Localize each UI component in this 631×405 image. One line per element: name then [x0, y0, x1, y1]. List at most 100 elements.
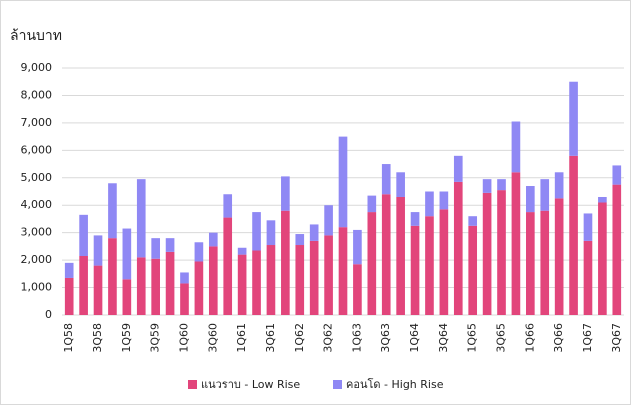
y-tick-label: 4,000 — [21, 198, 53, 211]
bar-segment — [165, 238, 175, 252]
y-tick-label: 2,000 — [21, 253, 53, 266]
bar-segment — [367, 212, 377, 315]
y-tick-label: 9,000 — [21, 61, 53, 74]
bar-segment — [208, 232, 218, 247]
x-tick-label: 1Q65 — [466, 323, 479, 353]
bar-segment — [266, 245, 276, 315]
bar-segment — [381, 164, 391, 195]
bar-segment — [237, 247, 247, 255]
legend-label: แนวราบ - Low Rise — [201, 378, 300, 391]
bar-segment — [122, 279, 132, 315]
x-tick-label: 1Q67 — [581, 323, 594, 353]
bar-segment — [583, 240, 593, 315]
bar-segment — [554, 172, 564, 199]
bar-segment — [165, 251, 175, 315]
bar-segment — [136, 179, 146, 258]
bar-segment — [338, 136, 348, 228]
bar-segment — [511, 121, 521, 173]
bar-segment — [569, 81, 578, 156]
bar-segment — [425, 191, 434, 217]
bar-segment — [482, 179, 492, 193]
x-tick-label: 3Q63 — [379, 323, 392, 353]
bar-segment — [583, 213, 593, 241]
bar-segment — [353, 264, 362, 315]
x-tick-label: 3Q65 — [495, 323, 508, 353]
bar-segment — [208, 246, 218, 315]
x-tick-label: 3Q61 — [264, 323, 277, 353]
bar-segment — [396, 196, 405, 315]
bar-segment — [295, 245, 305, 315]
bar-segment — [79, 214, 88, 256]
x-tick-label: 3Q64 — [437, 323, 450, 353]
bar-segment — [338, 227, 348, 315]
x-tick-label: 1Q58 — [62, 323, 75, 353]
bar-segment — [396, 172, 405, 197]
bar-segment — [281, 176, 290, 211]
bar-segment — [324, 205, 333, 236]
bar-segment — [324, 235, 333, 315]
bar-segment — [108, 238, 117, 315]
x-tick-label: 3Q66 — [552, 323, 565, 353]
y-tick-label: 1,000 — [21, 281, 53, 294]
bar-segment — [410, 225, 420, 315]
x-tick-label: 1Q60 — [177, 323, 190, 353]
x-tick-label: 1Q64 — [408, 323, 421, 353]
bar-segment — [598, 196, 607, 203]
x-tick-label: 3Q59 — [149, 323, 162, 353]
x-tick-label: 1Q59 — [120, 323, 133, 353]
x-tick-label: 1Q66 — [523, 323, 536, 353]
bar-segment — [367, 195, 377, 213]
bar-segment — [194, 242, 204, 262]
bar-segment — [295, 234, 305, 246]
bar-segment — [108, 183, 117, 239]
bar-segment — [453, 155, 463, 182]
bar-segment — [468, 225, 478, 315]
bar-segment — [223, 217, 233, 315]
bar-segment — [309, 240, 319, 315]
bar-segment — [497, 190, 506, 315]
bar-segment — [540, 179, 550, 211]
bar-segment — [554, 198, 564, 315]
bar-segment — [511, 172, 521, 315]
y-tick-label: 3,000 — [21, 226, 53, 239]
x-tick-label: 1Q62 — [293, 323, 306, 353]
x-tick-label: 3Q67 — [610, 323, 623, 353]
bar-segment — [122, 228, 132, 280]
legend-swatch — [333, 380, 342, 389]
bar-segment — [425, 216, 434, 315]
y-tick-label: 8,000 — [21, 88, 53, 101]
bar-segment — [93, 235, 103, 266]
bar-segment — [252, 250, 261, 315]
y-tick-label: 5,000 — [21, 171, 53, 184]
bar-segment — [252, 212, 261, 251]
bar-segment — [569, 155, 578, 315]
bar-segment — [79, 255, 88, 315]
bar-segment — [281, 210, 290, 315]
bar-segment — [410, 212, 420, 226]
bar-segment — [482, 192, 492, 315]
bar-segment — [598, 202, 607, 315]
legend-swatch — [188, 380, 197, 389]
y-axis-label: ล้านบาท — [10, 28, 62, 44]
x-tick-label: 3Q62 — [322, 323, 335, 353]
y-tick-label: 7,000 — [21, 116, 53, 129]
bar-segment — [439, 209, 449, 315]
bar-segment — [526, 212, 535, 315]
x-tick-label: 3Q58 — [91, 323, 104, 353]
bar-segment — [612, 184, 622, 315]
bar-segment — [468, 216, 478, 226]
x-tick-label: 1Q61 — [235, 323, 248, 353]
bar-segment — [381, 194, 391, 315]
bar-segment — [439, 191, 449, 210]
bar-segment — [266, 220, 276, 246]
bar-segment — [64, 277, 74, 315]
bar-segment — [64, 262, 74, 278]
bar-segment — [151, 238, 160, 259]
bar-segment — [309, 224, 319, 241]
y-tick-label: 0 — [45, 308, 52, 321]
bar-segment — [223, 194, 233, 218]
bar-segment — [194, 261, 204, 315]
legend-label: คอนโด - High Rise — [346, 377, 444, 391]
